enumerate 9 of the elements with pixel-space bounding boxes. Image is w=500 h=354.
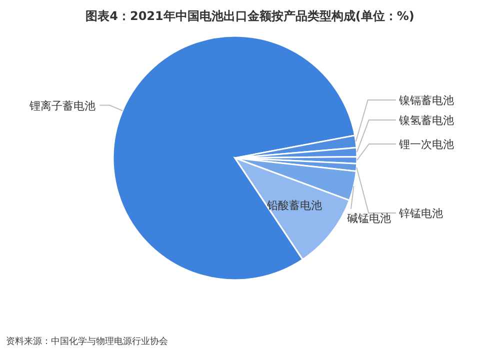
slice-label: 锂一次电池 <box>398 138 454 151</box>
slice-label: 镍氢蓄电池 <box>398 114 454 127</box>
slice-label: 碱锰电池 <box>347 212 391 225</box>
slice-label: 锂离子蓄电池 <box>28 99 96 112</box>
slice-label: 锌锰电池 <box>398 207 443 220</box>
text: 资料来源：中国化学与物理电源行业协会 <box>6 336 168 347</box>
slice-label: 镍镉蓄电池 <box>398 94 454 107</box>
chart-title: 图表4：2021年中国电池出口金额按产品类型构成(单位：%) <box>86 9 414 23</box>
slice-label: 铅酸蓄电池 <box>266 198 322 212</box>
